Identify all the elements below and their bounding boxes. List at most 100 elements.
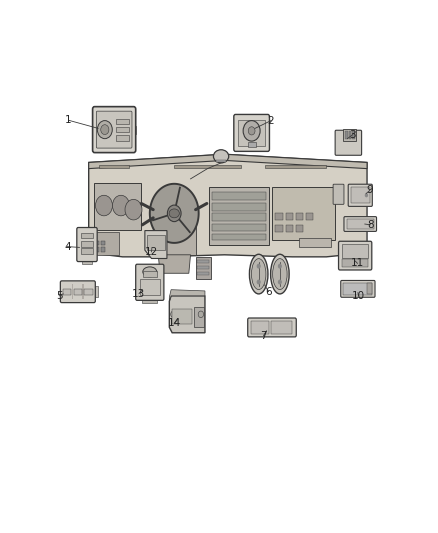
- Circle shape: [257, 279, 261, 285]
- Ellipse shape: [249, 254, 268, 294]
- Ellipse shape: [272, 259, 287, 289]
- Circle shape: [97, 120, 112, 139]
- Bar: [133, 125, 136, 134]
- Polygon shape: [196, 257, 211, 279]
- Polygon shape: [145, 231, 167, 259]
- Ellipse shape: [213, 150, 229, 163]
- Bar: [346, 219, 374, 229]
- Circle shape: [171, 311, 176, 318]
- FancyBboxPatch shape: [348, 184, 372, 206]
- Bar: [81, 233, 93, 238]
- Polygon shape: [150, 184, 199, 243]
- Polygon shape: [153, 218, 196, 255]
- Text: 6: 6: [265, 287, 272, 297]
- Bar: [197, 266, 209, 269]
- Bar: [95, 241, 99, 245]
- Bar: [92, 125, 95, 134]
- Polygon shape: [170, 296, 205, 333]
- Polygon shape: [88, 154, 367, 257]
- Bar: [173, 165, 241, 168]
- FancyBboxPatch shape: [341, 280, 375, 297]
- Bar: [286, 225, 293, 232]
- Bar: [212, 204, 266, 211]
- Bar: [212, 234, 266, 240]
- Bar: [101, 247, 105, 252]
- Bar: [99, 165, 130, 168]
- Bar: [94, 286, 98, 297]
- Bar: [299, 238, 332, 247]
- Bar: [85, 289, 92, 295]
- Bar: [216, 160, 226, 162]
- Text: 7: 7: [260, 330, 267, 341]
- Circle shape: [278, 279, 282, 285]
- Bar: [116, 127, 129, 133]
- Text: 12: 12: [145, 247, 158, 257]
- Circle shape: [198, 311, 204, 318]
- Bar: [81, 241, 93, 247]
- Polygon shape: [170, 289, 205, 301]
- Bar: [343, 283, 372, 295]
- Bar: [306, 213, 314, 220]
- Bar: [81, 248, 93, 254]
- Bar: [94, 183, 141, 230]
- Ellipse shape: [169, 209, 180, 218]
- Bar: [351, 188, 370, 203]
- Ellipse shape: [143, 267, 157, 277]
- Bar: [343, 129, 356, 141]
- Bar: [271, 321, 292, 334]
- Bar: [94, 232, 119, 255]
- Bar: [63, 289, 71, 295]
- Circle shape: [167, 205, 181, 222]
- Bar: [147, 235, 165, 250]
- Bar: [212, 213, 266, 221]
- FancyBboxPatch shape: [335, 130, 362, 155]
- Bar: [197, 260, 209, 263]
- Bar: [342, 259, 368, 266]
- Bar: [367, 284, 372, 294]
- Bar: [95, 247, 99, 252]
- Bar: [172, 309, 192, 324]
- Text: 5: 5: [56, 291, 63, 301]
- FancyBboxPatch shape: [92, 107, 136, 152]
- Bar: [74, 289, 82, 295]
- FancyBboxPatch shape: [77, 228, 97, 262]
- Circle shape: [257, 264, 261, 269]
- Bar: [212, 224, 266, 231]
- Bar: [116, 118, 129, 124]
- Circle shape: [101, 125, 109, 134]
- Circle shape: [365, 193, 368, 197]
- FancyBboxPatch shape: [136, 264, 164, 301]
- Text: 3: 3: [350, 130, 356, 140]
- Bar: [82, 284, 84, 300]
- FancyBboxPatch shape: [234, 115, 269, 151]
- Polygon shape: [158, 255, 191, 273]
- Text: 10: 10: [352, 291, 365, 301]
- Bar: [209, 187, 268, 245]
- FancyBboxPatch shape: [248, 318, 296, 337]
- FancyBboxPatch shape: [333, 184, 344, 204]
- Bar: [247, 142, 256, 147]
- FancyBboxPatch shape: [344, 216, 377, 231]
- Bar: [143, 271, 157, 277]
- Ellipse shape: [251, 259, 266, 289]
- FancyBboxPatch shape: [339, 241, 372, 270]
- Bar: [276, 213, 283, 220]
- Circle shape: [95, 195, 113, 216]
- Bar: [142, 298, 157, 303]
- Bar: [82, 259, 92, 264]
- Circle shape: [125, 199, 142, 220]
- Circle shape: [113, 195, 130, 216]
- Bar: [140, 279, 160, 295]
- Text: 4: 4: [64, 241, 71, 252]
- Bar: [101, 241, 105, 245]
- FancyBboxPatch shape: [60, 281, 95, 303]
- Circle shape: [278, 264, 282, 269]
- Polygon shape: [88, 154, 367, 168]
- Bar: [72, 284, 73, 300]
- Text: 1: 1: [65, 115, 72, 125]
- Bar: [212, 192, 266, 200]
- Bar: [346, 132, 348, 139]
- Circle shape: [243, 120, 260, 141]
- Circle shape: [248, 127, 255, 135]
- Text: 2: 2: [268, 116, 274, 126]
